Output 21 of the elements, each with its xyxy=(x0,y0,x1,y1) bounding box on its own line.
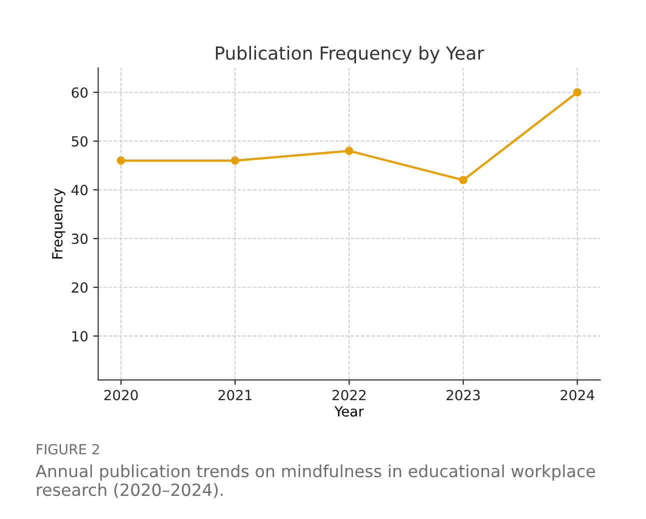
y-tick-label: 30 xyxy=(72,234,88,244)
x-tick-label: 2024 xyxy=(560,390,594,400)
point xyxy=(573,88,582,97)
x-tick-label: 2023 xyxy=(446,390,480,400)
x-tick-label: 2022 xyxy=(332,390,366,400)
chart-title: Publication Frequency by Year xyxy=(216,46,484,64)
y-axis-title: Frequency xyxy=(52,188,66,258)
text: Annual publication trends on mindfulness in educational workplace research (2020–2024). xyxy=(36,464,595,498)
y-tick-label: 40 xyxy=(71,184,88,196)
y-tick-label: 10 xyxy=(72,331,88,342)
x-axis-title: Year xyxy=(334,406,364,417)
x-tick-label: 2020 xyxy=(104,390,138,400)
x-tick-label: 2021 xyxy=(218,390,252,400)
y-tick-label: 60 xyxy=(72,87,88,98)
y-tick-label: 20 xyxy=(72,282,88,293)
point xyxy=(459,176,468,184)
caption: FIGURE 2 xyxy=(36,444,99,454)
point xyxy=(230,156,240,165)
y-tick-label: 50 xyxy=(72,136,88,147)
point xyxy=(116,156,126,165)
point xyxy=(344,146,354,156)
